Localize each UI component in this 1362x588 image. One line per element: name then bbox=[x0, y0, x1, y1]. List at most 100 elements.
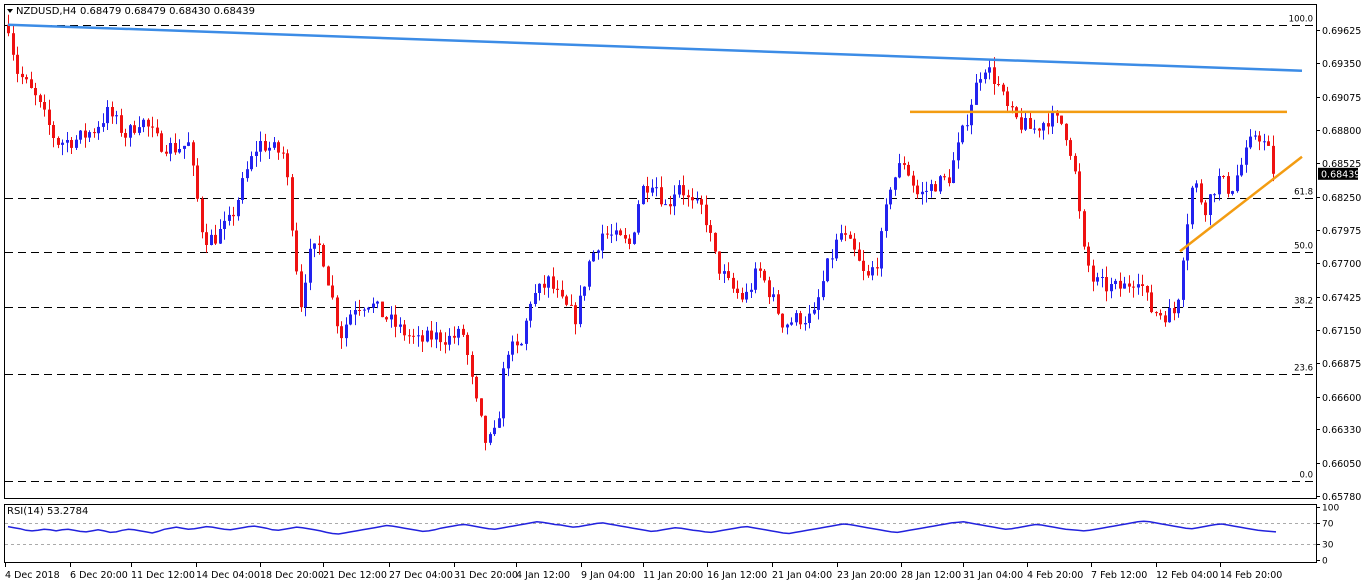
candle-body bbox=[916, 185, 919, 195]
candle-body bbox=[475, 376, 478, 399]
candle-body bbox=[430, 330, 433, 340]
candle-body bbox=[538, 283, 541, 293]
candle-body bbox=[727, 271, 730, 278]
candle-body bbox=[1222, 176, 1225, 177]
chart-symbol: NZDUSD,H4 bbox=[16, 6, 76, 17]
candle-body bbox=[1231, 191, 1234, 194]
candle-body bbox=[97, 126, 100, 134]
candle-body bbox=[1087, 246, 1090, 266]
candle-body bbox=[1159, 313, 1162, 316]
candle-body bbox=[759, 268, 762, 271]
candle-body bbox=[691, 197, 694, 201]
candle-body bbox=[579, 295, 582, 325]
candle-body bbox=[970, 104, 973, 126]
candle-body bbox=[1141, 284, 1144, 286]
candle-body bbox=[1051, 113, 1054, 127]
fib-level-label: 100.0 bbox=[1289, 15, 1313, 25]
time-tick-label: 4 Jan 12:00 bbox=[516, 570, 570, 581]
candle-body bbox=[219, 229, 222, 244]
candle-body bbox=[642, 186, 645, 205]
candle-body bbox=[174, 143, 177, 153]
candle-body bbox=[1240, 164, 1243, 176]
price-tick-label: 0.69625 bbox=[1322, 26, 1361, 37]
candle-body bbox=[412, 335, 415, 337]
time-tick-label: 7 Feb 12:00 bbox=[1091, 570, 1147, 581]
candle-body bbox=[1042, 123, 1045, 131]
candle-body bbox=[187, 142, 190, 146]
candle-body bbox=[277, 142, 280, 153]
candle-body bbox=[1110, 284, 1113, 292]
price-axis: 0.69625 0.69350 0.69075 0.68800 0.68525 0.682… bbox=[1316, 26, 1361, 503]
header-dropdown-icon[interactable] bbox=[7, 9, 13, 13]
candle-body bbox=[241, 178, 244, 200]
candle-body bbox=[795, 313, 798, 323]
candle-body bbox=[268, 147, 271, 151]
candle-body bbox=[673, 194, 676, 207]
candle-body bbox=[894, 177, 897, 190]
time-tick-label: 16 Jan 12:00 bbox=[707, 570, 767, 581]
candle-body bbox=[340, 326, 343, 339]
candle-body bbox=[1267, 141, 1270, 146]
candle-body bbox=[867, 271, 870, 276]
candle-body bbox=[1236, 175, 1239, 192]
candle-body bbox=[1128, 283, 1131, 287]
candle-body bbox=[147, 119, 150, 127]
candle-body bbox=[597, 250, 600, 253]
candle-body bbox=[709, 225, 712, 233]
candle-body bbox=[1002, 84, 1005, 92]
candle-body bbox=[205, 232, 208, 245]
candle-body bbox=[822, 281, 825, 298]
time-tick-label: 14 Dec 04:00 bbox=[196, 570, 260, 581]
candle-body bbox=[358, 310, 361, 311]
candle-body bbox=[606, 233, 609, 235]
candle-body bbox=[457, 328, 460, 338]
candle-body bbox=[462, 328, 465, 335]
candle-body bbox=[700, 199, 703, 205]
falling-trendline bbox=[7, 23, 1303, 72]
candle-body bbox=[192, 142, 195, 166]
rsi-pane-frame bbox=[4, 504, 1317, 563]
candle-body bbox=[381, 301, 384, 318]
candle-body bbox=[1137, 284, 1140, 288]
candle-body bbox=[313, 243, 316, 249]
price-tick-label: 0.66875 bbox=[1322, 359, 1361, 370]
rsi-layer: 100 70 30 0 bbox=[5, 504, 1339, 567]
candle-body bbox=[79, 130, 82, 140]
candle-body bbox=[1173, 308, 1176, 314]
candle-body bbox=[66, 140, 69, 143]
candle-body bbox=[93, 132, 96, 134]
candle-body bbox=[502, 368, 505, 419]
candle-body bbox=[786, 324, 789, 328]
candle-body bbox=[637, 204, 640, 233]
candle-body bbox=[264, 141, 267, 151]
time-tick-label: 6 Dec 20:00 bbox=[70, 570, 128, 581]
candle-body bbox=[790, 322, 793, 325]
candle-body bbox=[543, 283, 546, 288]
candle-body bbox=[120, 115, 123, 133]
candle-body bbox=[754, 268, 757, 290]
candle-body bbox=[939, 176, 942, 192]
candle-body bbox=[102, 123, 105, 127]
fib-level-label: 23.6 bbox=[1294, 364, 1313, 374]
price-tick-label: 0.67425 bbox=[1322, 293, 1361, 304]
candle-body bbox=[516, 341, 519, 346]
candle-body bbox=[48, 109, 51, 125]
candle-body bbox=[669, 204, 672, 207]
candle-body bbox=[718, 251, 721, 274]
candle-body bbox=[1123, 283, 1126, 289]
candle-body bbox=[966, 125, 969, 127]
candle-body bbox=[484, 415, 487, 443]
candle-body bbox=[655, 187, 658, 189]
candle-body bbox=[129, 125, 132, 138]
candle-body bbox=[1204, 202, 1207, 216]
candle-body bbox=[529, 303, 532, 321]
fib-level-label: 0.0 bbox=[1299, 471, 1313, 481]
chart-ohlc: 0.68479 0.68479 0.68430 0.68439 bbox=[80, 6, 255, 17]
price-tick-label: 0.69350 bbox=[1322, 59, 1361, 70]
candle-body bbox=[876, 267, 879, 269]
candle-body bbox=[115, 115, 118, 117]
candle-body bbox=[534, 293, 537, 304]
price-tick-label: 0.69075 bbox=[1322, 93, 1361, 104]
fib-level-label: 50.0 bbox=[1294, 242, 1313, 252]
